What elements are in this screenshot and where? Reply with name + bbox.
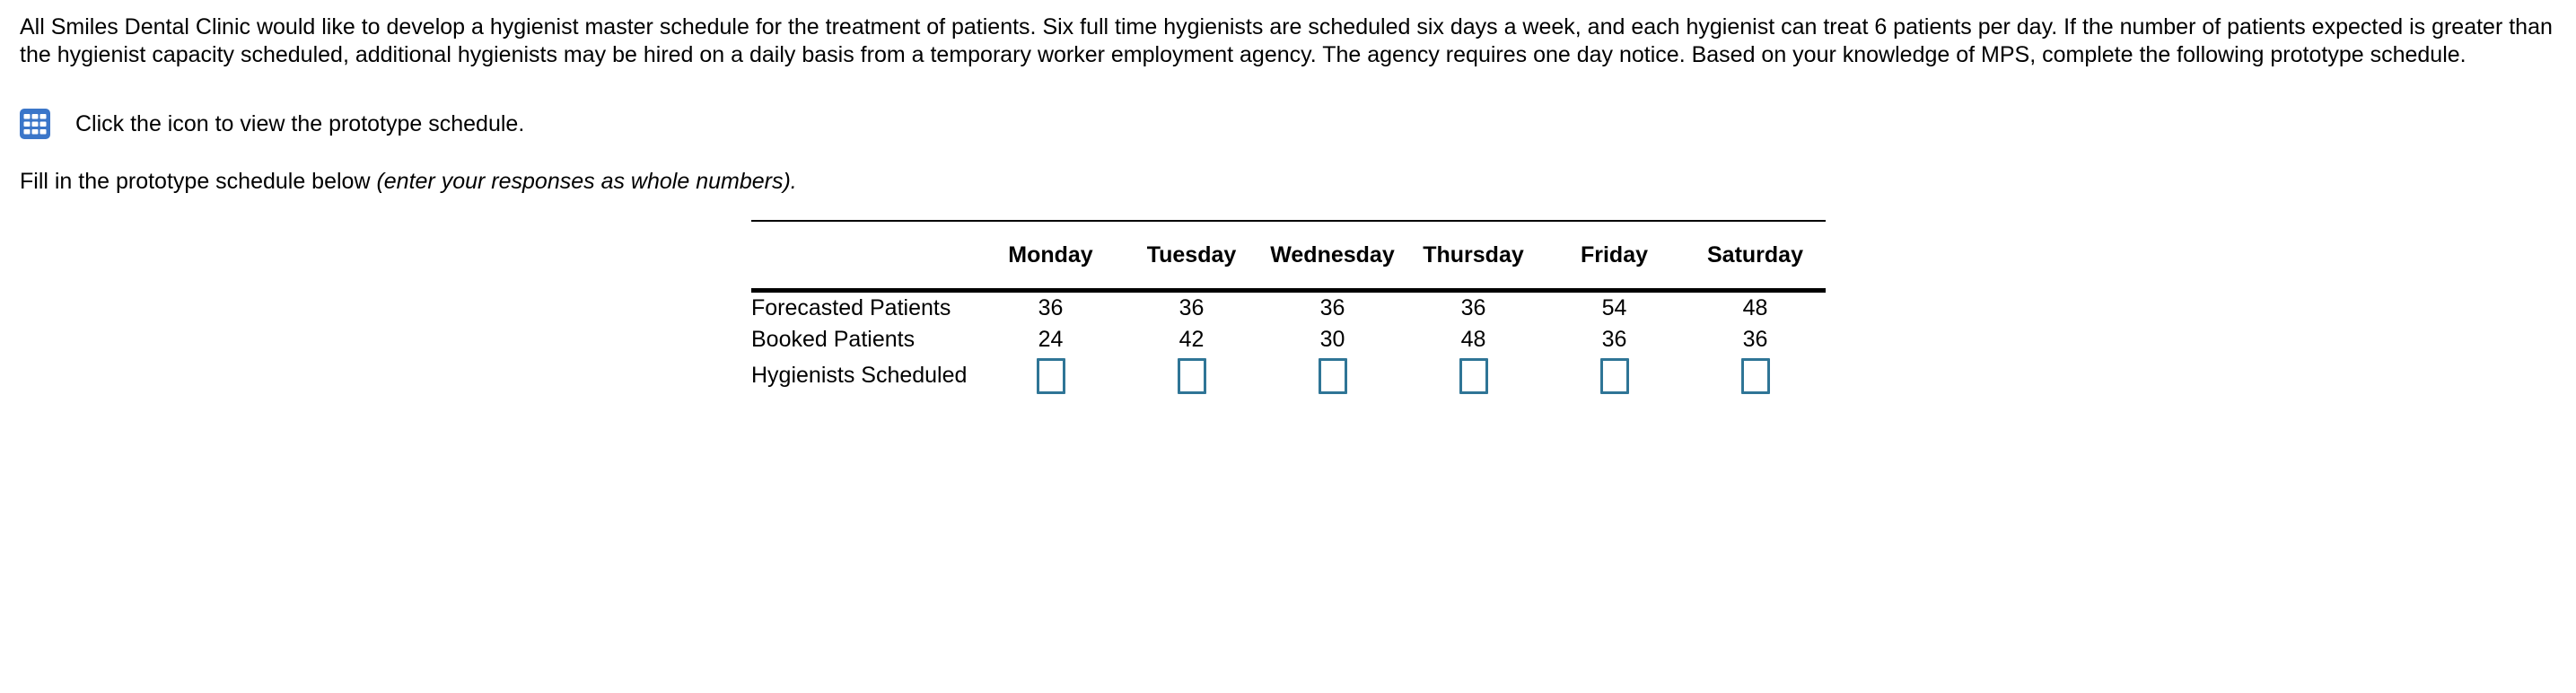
header-wednesday: Wednesday [1262, 221, 1403, 293]
forecasted-thursday: 36 [1460, 295, 1486, 321]
booked-wednesday: 30 [1319, 326, 1345, 352]
header-monday: Monday [980, 221, 1121, 293]
icon-instruction-row: Click the icon to view the prototype sch… [20, 109, 2554, 139]
booked-friday: 36 [1601, 326, 1627, 352]
table-row-forecasted-patients: Forecasted Patients 36 36 36 36 54 48 [751, 291, 1826, 325]
hygienists-input-monday[interactable] [1036, 357, 1065, 394]
row-label-hygienists-scheduled: Hygienists Scheduled [751, 363, 968, 388]
prototype-schedule-table: Monday Tuesday Wednesday Thursday Friday… [751, 220, 1826, 398]
header-empty-cell [751, 221, 980, 293]
header-thursday: Thursday [1403, 221, 1544, 293]
fill-instruction-italic: (enter your responses as whole numbers). [376, 169, 797, 194]
question-body: All Smiles Dental Clinic would like to d… [20, 14, 2554, 398]
table-row-booked-patients: Booked Patients 24 42 30 48 36 36 [751, 325, 1826, 355]
row-label-forecasted-patients: Forecasted Patients [751, 295, 951, 321]
question-intro-paragraph: All Smiles Dental Clinic would like to d… [20, 14, 2553, 67]
hygienists-input-tuesday[interactable] [1177, 357, 1206, 394]
hygienists-input-thursday[interactable] [1459, 357, 1488, 394]
icon-instruction-text: Click the icon to view the prototype sch… [75, 110, 525, 136]
fill-instruction: Fill in the prototype schedule below (en… [20, 168, 2554, 196]
header-friday: Friday [1544, 221, 1685, 293]
row-label-booked-patients: Booked Patients [751, 326, 916, 352]
hygienists-input-wednesday[interactable] [1318, 357, 1347, 394]
table-row-hygienists-scheduled: Hygienists Scheduled [751, 355, 1826, 398]
table-header-row: Monday Tuesday Wednesday Thursday Friday… [751, 221, 1826, 293]
forecasted-wednesday: 36 [1319, 295, 1345, 321]
prototype-schedule-table-icon[interactable] [20, 109, 50, 139]
booked-saturday: 36 [1742, 326, 1768, 352]
booked-monday: 24 [1038, 326, 1064, 352]
header-tuesday: Tuesday [1121, 221, 1262, 293]
forecasted-saturday: 48 [1742, 295, 1768, 321]
hygienists-input-friday[interactable] [1599, 357, 1629, 394]
booked-tuesday: 42 [1178, 326, 1205, 352]
booked-thursday: 48 [1460, 326, 1486, 352]
forecasted-tuesday: 36 [1178, 295, 1205, 321]
forecasted-monday: 36 [1038, 295, 1064, 321]
header-saturday: Saturday [1685, 221, 1826, 293]
hygienists-input-saturday[interactable] [1740, 357, 1770, 394]
fill-instruction-normal: Fill in the prototype schedule below [20, 169, 377, 194]
forecasted-friday: 54 [1601, 295, 1627, 321]
